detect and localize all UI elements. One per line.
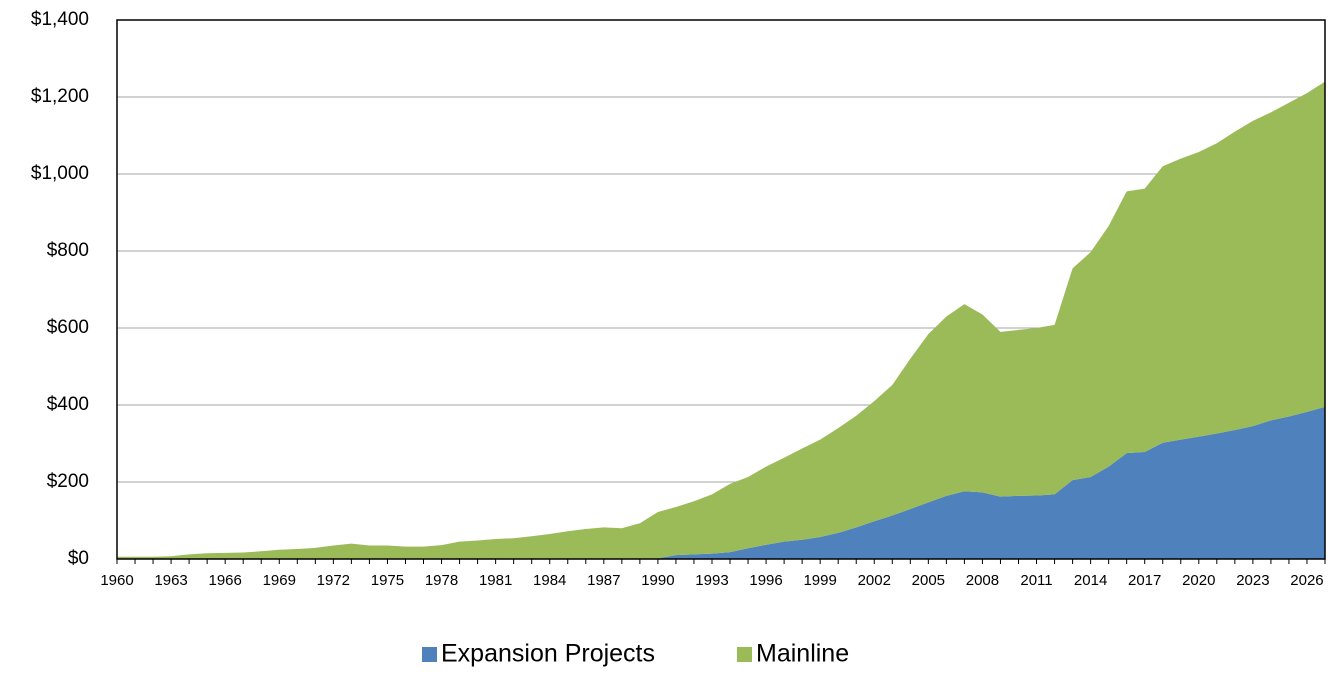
y-tick-label: $400 xyxy=(47,394,89,415)
legend-swatch xyxy=(422,647,437,662)
legend-label: Expansion Projects xyxy=(441,640,655,668)
x-tick-label: 1984 xyxy=(533,572,566,589)
y-tick-label: $600 xyxy=(47,317,89,338)
x-tick-label: 2020 xyxy=(1182,572,1215,589)
x-tick-label: 1975 xyxy=(371,572,404,589)
x-tick-label: 1981 xyxy=(479,572,512,589)
x-tick-label: 2002 xyxy=(858,572,891,589)
x-tick-label: 1996 xyxy=(749,572,782,589)
y-tick-label: $1,000 xyxy=(31,163,89,184)
x-tick-label: 1966 xyxy=(208,572,241,589)
x-tick-label: 2017 xyxy=(1128,572,1161,589)
x-tick-label: 1972 xyxy=(317,572,350,589)
y-tick-label: $1,200 xyxy=(31,86,89,107)
x-tick-label: 1978 xyxy=(425,572,458,589)
y-tick-label: $0 xyxy=(68,548,89,569)
x-tick-label: 1960 xyxy=(100,572,133,589)
area xyxy=(117,406,1325,559)
x-tick-label: 1999 xyxy=(803,572,836,589)
y-tick-label: $800 xyxy=(47,240,89,261)
x-tick-label: 2005 xyxy=(912,572,945,589)
x-tick-label: 1987 xyxy=(587,572,620,589)
x-tick-label: 2014 xyxy=(1074,572,1107,589)
legend-label: Mainline xyxy=(756,640,849,668)
x-tick-label: 2023 xyxy=(1236,572,1269,589)
x-tick-label: 1990 xyxy=(641,572,674,589)
area xyxy=(117,81,1325,559)
y-tick-label: $1,400 xyxy=(31,9,89,30)
y-tick-label: $200 xyxy=(47,471,89,492)
x-tick-label: 1993 xyxy=(695,572,728,589)
x-tick-label: 2011 xyxy=(1020,572,1052,589)
x-tick-label: 2008 xyxy=(966,572,999,589)
x-tick-label: 1963 xyxy=(154,572,187,589)
x-tick-label: 2026 xyxy=(1290,572,1323,589)
x-tick-label: 1969 xyxy=(263,572,296,589)
legend-swatch xyxy=(737,647,753,662)
plot-frame xyxy=(116,19,1326,560)
